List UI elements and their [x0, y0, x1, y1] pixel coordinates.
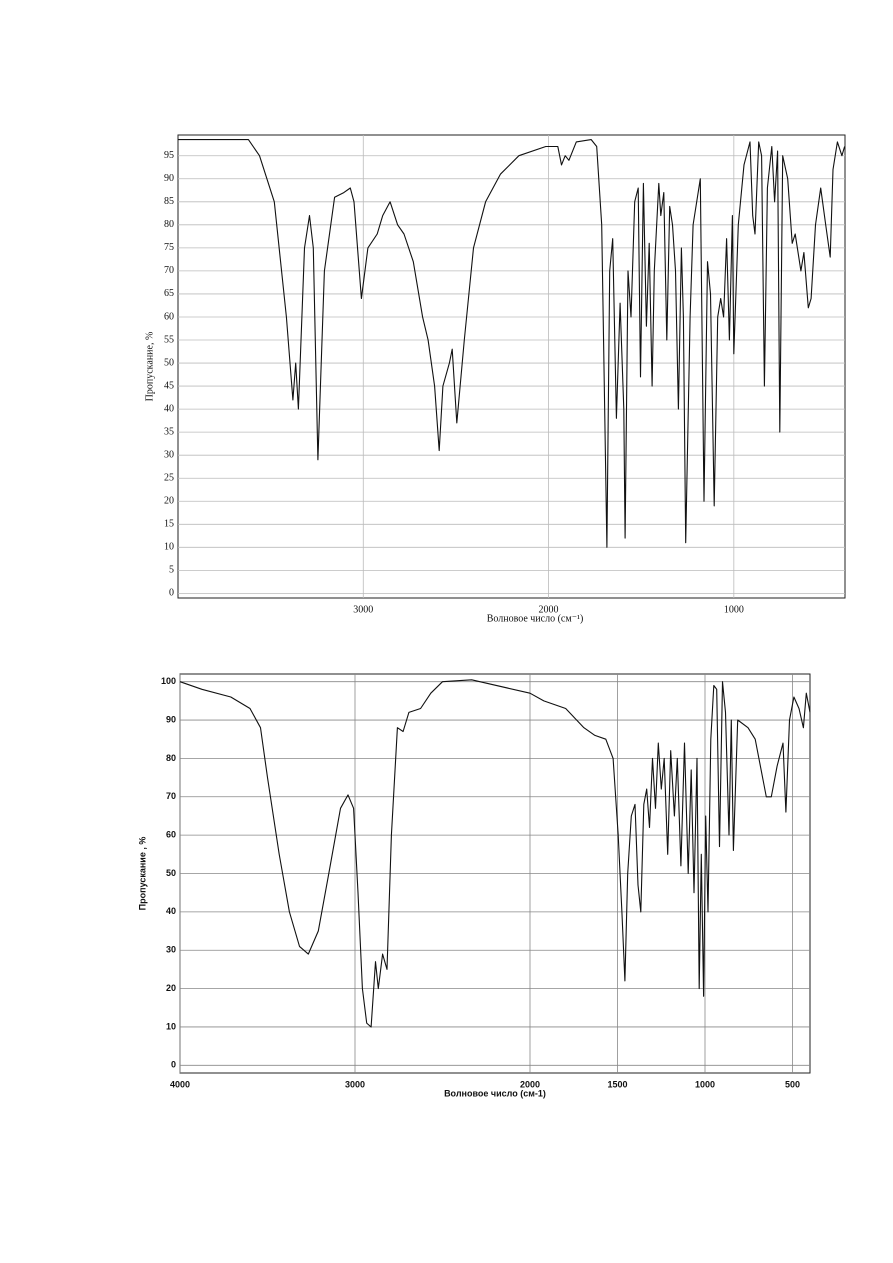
x-tick-label: 2000 — [539, 604, 559, 615]
x-axis-label: Волновое число (см-1) — [444, 1088, 546, 1098]
y-tick-label: 35 — [164, 426, 174, 437]
y-tick-label: 45 — [164, 380, 174, 391]
x-tick-label: 4000 — [170, 1079, 190, 1089]
y-tick-label: 85 — [164, 196, 174, 207]
y-tick-label: 100 — [161, 676, 176, 686]
x-tick-label: 3000 — [353, 604, 373, 615]
x-tick-label: 500 — [785, 1079, 800, 1089]
y-tick-label: 90 — [164, 173, 174, 184]
x-tick-label: 1500 — [607, 1079, 627, 1089]
y-tick-label: 50 — [166, 868, 176, 878]
y-tick-label: 60 — [164, 311, 174, 322]
y-tick-label: 30 — [164, 449, 174, 460]
y-tick-label: 20 — [166, 983, 176, 993]
x-tick-label: 1000 — [695, 1079, 715, 1089]
y-tick-label: 70 — [166, 791, 176, 801]
y-tick-label: 0 — [171, 1060, 176, 1070]
y-tick-label: 5 — [169, 565, 174, 576]
x-tick-label: 1000 — [724, 604, 744, 615]
y-tick-label: 75 — [164, 242, 174, 253]
spectrum-2: 0 10 20 30 40 50 60 70 80 90 100 4000 3000 2000 1500 10… — [137, 673, 811, 1098]
y-tick-label: 90 — [166, 714, 176, 724]
y-axis-label: Пропускание , % — [137, 837, 147, 911]
y-tick-label: 0 — [169, 588, 174, 599]
y-tick-label: 95 — [164, 150, 174, 161]
y-tick-label: 15 — [164, 519, 174, 530]
y-tick-label: 80 — [164, 219, 174, 230]
spectrum-1: 0 5 10 15 20 25 30 35 40 45 50 55 60 65 70 75 80 85 90 95 30… — [144, 134, 846, 624]
y-tick-label: 60 — [166, 830, 176, 840]
y-axis-label: Пропускание, % — [144, 332, 155, 402]
y-tick-label: 50 — [164, 357, 174, 368]
y-tick-label: 65 — [164, 288, 174, 299]
y-tick-label: 80 — [166, 753, 176, 763]
y-tick-label: 10 — [164, 542, 174, 553]
y-tick-label: 55 — [164, 334, 174, 345]
y-tick-label: 10 — [166, 1021, 176, 1031]
spectrum-line — [178, 139, 846, 548]
y-tick-label: 20 — [164, 496, 174, 507]
y-tick-label: 40 — [166, 906, 176, 916]
x-tick-label: 2000 — [520, 1079, 540, 1089]
plot-frame — [177, 134, 846, 599]
y-tick-label: 30 — [166, 945, 176, 955]
y-tick-label: 40 — [164, 403, 174, 414]
y-tick-label: 25 — [164, 473, 174, 484]
spectrum-line — [179, 679, 811, 1028]
x-axis-label: Волновое число (см⁻¹) — [487, 613, 584, 624]
x-tick-label: 3000 — [345, 1079, 365, 1089]
y-tick-label: 70 — [164, 265, 174, 276]
